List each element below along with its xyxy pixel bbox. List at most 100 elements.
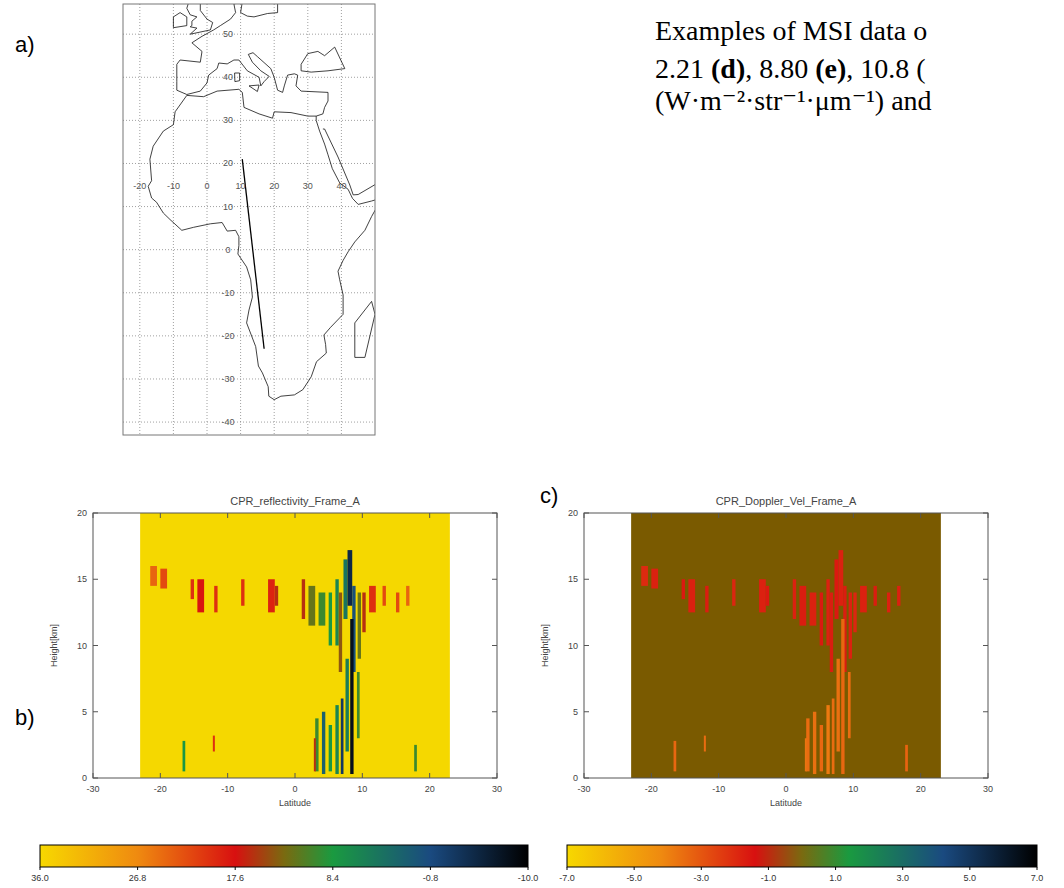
x-tick <box>651 773 652 778</box>
cell <box>860 586 867 613</box>
caption-text: , 10.8 ( <box>846 53 925 84</box>
cell <box>810 593 817 626</box>
cell <box>793 579 796 619</box>
cell <box>820 725 823 771</box>
cell <box>346 659 349 752</box>
panel-label: a) <box>15 32 35 57</box>
y-axis-title: Height[km] <box>540 624 550 667</box>
x-tick <box>853 513 854 518</box>
coastline <box>187 4 213 34</box>
y-tick <box>492 645 497 646</box>
colorbar-tick <box>40 867 41 870</box>
cell <box>830 593 833 673</box>
plot-frame <box>584 513 988 778</box>
x-tick-label: -20 <box>154 784 167 794</box>
x-tick <box>93 773 94 778</box>
coastline <box>148 89 375 399</box>
lon-label: 20 <box>269 181 279 191</box>
x-tick <box>920 513 921 518</box>
colorbar-tick <box>235 867 236 870</box>
chart-title: CPR_Doppler_Vel_Frame_A <box>716 495 857 507</box>
colorbar <box>40 845 528 867</box>
cell <box>268 579 275 612</box>
caption-text: (d) <box>711 53 745 84</box>
x-tick <box>160 513 161 518</box>
map-layer <box>123 4 375 435</box>
parallel <box>123 206 375 207</box>
y-tick <box>983 645 988 646</box>
y-tick <box>93 711 98 712</box>
meridian <box>274 4 275 435</box>
cell <box>651 569 658 589</box>
lon-label: 10 <box>236 181 246 191</box>
cell <box>688 579 695 612</box>
cell <box>329 593 332 646</box>
parallel <box>123 77 375 78</box>
plot-frame <box>93 513 497 778</box>
cell <box>302 579 305 619</box>
colorbar <box>567 845 1037 867</box>
lon-label: -20 <box>133 181 146 191</box>
y-tick <box>492 711 497 712</box>
x-tick <box>497 513 498 518</box>
y-tick <box>983 513 988 514</box>
cell <box>732 579 735 606</box>
cell <box>406 586 409 606</box>
colorbar-label: -5.0 <box>626 873 642 883</box>
plot-layer <box>631 513 941 778</box>
cell <box>705 586 708 613</box>
y-tick <box>93 645 98 646</box>
cell <box>160 569 167 589</box>
cell <box>358 593 361 659</box>
x-tick <box>920 773 921 778</box>
x-tick-label: 0 <box>783 784 788 794</box>
colorbar-label: 8.4 <box>327 873 340 883</box>
cell <box>832 699 835 775</box>
y-tick <box>983 579 988 580</box>
x-tick-label: 10 <box>357 784 367 794</box>
x-tick <box>227 513 228 518</box>
cell <box>839 550 844 606</box>
meridian <box>139 4 140 435</box>
x-tick <box>497 773 498 778</box>
cell <box>682 579 685 599</box>
x-tick <box>429 513 430 518</box>
coastline <box>355 301 375 357</box>
colorbar-label: -10.0 <box>518 873 539 883</box>
x-tick-label: 20 <box>916 784 926 794</box>
x-tick <box>853 773 854 778</box>
map-background <box>123 4 375 435</box>
x-tick <box>160 773 161 778</box>
lon-label: -10 <box>167 181 180 191</box>
x-tick-label: -30 <box>577 784 590 794</box>
meridian <box>307 4 308 435</box>
parallel <box>123 249 375 250</box>
lat-label: 50 <box>223 29 233 39</box>
x-tick-label: -10 <box>712 784 725 794</box>
cell <box>759 579 766 612</box>
x-tick <box>988 773 989 778</box>
y-tick <box>93 778 98 779</box>
caption-text: (e) <box>815 53 846 84</box>
cell <box>339 593 342 673</box>
colorbar-tick <box>332 867 333 870</box>
x-tick <box>988 513 989 518</box>
meridian <box>240 4 241 435</box>
caption-text: 2.21 <box>655 53 711 84</box>
x-tick <box>362 773 363 778</box>
colorbar-tick <box>768 867 769 870</box>
coastline <box>249 85 259 92</box>
x-tick-label: 0 <box>292 784 297 794</box>
x-tick-label: 20 <box>425 784 435 794</box>
colorbar-label: 36.0 <box>31 873 49 883</box>
frame-background <box>631 513 941 778</box>
cell <box>414 745 417 772</box>
x-tick-label: -30 <box>86 784 99 794</box>
cell <box>837 659 840 752</box>
x-tick <box>718 773 719 778</box>
y-tick <box>983 711 988 712</box>
lat-label: -30 <box>221 374 234 384</box>
colorbar-label: 5.0 <box>964 873 977 883</box>
x-tick <box>651 513 652 518</box>
cell <box>826 705 829 774</box>
